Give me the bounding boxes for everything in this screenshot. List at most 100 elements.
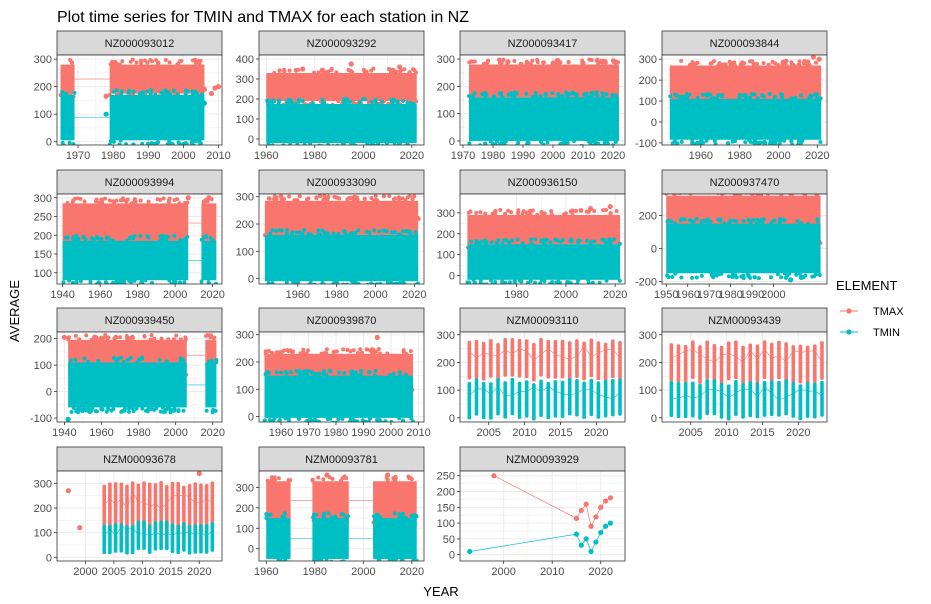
tmin-point	[395, 99, 400, 104]
tmax-point	[512, 59, 517, 64]
y-axis: 0 100 200 300	[236, 192, 259, 286]
tmin-point	[793, 95, 798, 100]
tmin-point	[673, 92, 678, 97]
x-tick-label: 2000	[379, 427, 403, 439]
tmax-stripe	[820, 341, 824, 380]
tmin-point	[193, 89, 198, 94]
tmax-point	[65, 200, 70, 205]
tmin-point	[396, 232, 401, 237]
tmax-point	[103, 196, 108, 201]
tmin-point	[360, 97, 365, 102]
y-tick-label: 0	[449, 271, 455, 283]
y-axis: 0 100 200 300	[34, 54, 57, 149]
tmax-stripe	[734, 340, 738, 380]
tmin-point	[673, 221, 678, 226]
tmax-point	[535, 60, 540, 65]
tmin-point	[145, 409, 150, 414]
x-tick-label: 1980	[303, 150, 327, 162]
tmax-point	[279, 350, 284, 355]
tmin-point	[749, 92, 754, 97]
x-tick-label: 1960	[269, 427, 293, 439]
tmax-stripe	[153, 483, 158, 533]
tmin-point	[390, 557, 395, 561]
tmin-point	[763, 141, 768, 145]
tmin-point	[610, 143, 615, 145]
tmin-point	[284, 228, 289, 233]
tmin-point	[117, 142, 122, 145]
tmin-point	[484, 282, 489, 284]
tmin-point	[356, 284, 360, 288]
tmin-stripe	[805, 381, 810, 418]
tmin-point	[141, 91, 146, 96]
tmax-point	[385, 351, 390, 356]
tmax-point	[783, 62, 788, 67]
tmin-point	[199, 237, 204, 242]
tmax-stripe	[560, 339, 565, 379]
tmin-point	[290, 101, 295, 106]
tmin-point	[335, 143, 340, 145]
tmax-point	[598, 504, 604, 510]
tmin-point	[104, 235, 109, 240]
x-tick-label: 1950	[654, 289, 678, 301]
tmax-stripe	[805, 345, 810, 385]
tmin-point	[665, 273, 670, 278]
series-tmax	[262, 194, 421, 242]
tmin-point	[389, 280, 394, 284]
tmax-point	[573, 515, 580, 521]
x-tick-label: 2020	[584, 427, 608, 439]
tmax-point	[212, 335, 217, 340]
y-tick-label: 100	[34, 360, 52, 372]
tmin-stripe	[193, 524, 198, 554]
tmax-point	[166, 199, 171, 204]
tmin-point	[336, 370, 341, 375]
tmin-point	[401, 98, 406, 103]
tmin-point	[596, 141, 601, 145]
panel-border	[459, 54, 626, 146]
tmin-point	[488, 139, 493, 144]
tmax-point	[573, 208, 578, 213]
tmin-point	[779, 92, 784, 97]
tmin-point	[560, 93, 565, 98]
tmax-point	[540, 212, 545, 217]
tmin-point	[341, 512, 346, 517]
tmin-point	[694, 275, 699, 280]
x-tick-label: 2010	[406, 427, 430, 439]
facet-panel: NZ000093417 1970 1980 1990 2000 2010 2020 0 100 2…	[437, 30, 626, 162]
tmin-point	[122, 407, 127, 412]
tmin-point	[137, 91, 142, 96]
tmin-point	[312, 417, 317, 422]
tmin-point	[165, 90, 170, 95]
tmin-point	[335, 281, 340, 284]
y-tick-label: 100	[236, 384, 254, 396]
tmax-point	[578, 208, 583, 213]
tmax-point	[397, 64, 403, 70]
tmin-point	[60, 140, 65, 145]
panel-border	[258, 331, 425, 423]
tmin-point	[515, 237, 520, 242]
x-tick-label: 2000	[171, 150, 195, 162]
tmin-stripe	[130, 524, 135, 555]
tmax-point	[125, 337, 130, 342]
panel-data	[61, 195, 219, 284]
tmin-stripe	[119, 523, 124, 553]
tmax-stripe	[755, 344, 760, 384]
tmax-point	[183, 335, 188, 340]
tmin-point	[296, 280, 301, 284]
series-tmin	[262, 368, 415, 422]
tmax-point	[583, 501, 589, 507]
tmin-band	[109, 94, 205, 141]
tmin-point	[302, 228, 307, 233]
tmin-point	[389, 230, 394, 235]
tmin-point	[64, 91, 69, 96]
tmin-stripe	[719, 382, 724, 419]
tmax-point	[287, 68, 292, 73]
tmin-point	[311, 515, 316, 520]
tmin-point	[516, 140, 521, 145]
tmin-point	[778, 138, 783, 143]
tmin-stripe	[553, 380, 558, 418]
tmin-point	[500, 94, 505, 99]
tmin-point	[270, 281, 275, 284]
y-tick-label: 0	[248, 412, 254, 424]
tmin-point	[751, 218, 756, 223]
